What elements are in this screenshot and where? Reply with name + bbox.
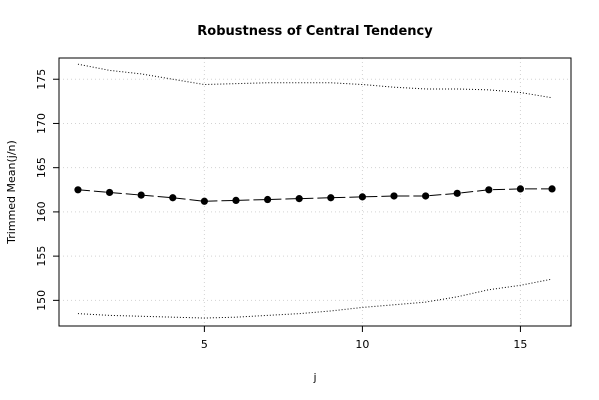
trimmed-mean-point bbox=[548, 185, 556, 193]
trimmed-mean-point bbox=[169, 194, 177, 202]
trimmed-mean-point bbox=[105, 188, 114, 197]
trimmed-mean-point bbox=[232, 196, 240, 205]
series-layer bbox=[74, 63, 556, 319]
y-tick-label: 165 bbox=[35, 157, 48, 178]
y-tick-label: 170 bbox=[35, 113, 48, 134]
lower-band-line bbox=[77, 278, 553, 319]
plot-frame bbox=[58, 57, 572, 327]
trimmed-mean-point bbox=[327, 194, 335, 202]
x-tick-label: 10 bbox=[355, 338, 369, 351]
trimmed-mean-point bbox=[200, 197, 208, 205]
x-tick-label: 5 bbox=[201, 338, 208, 351]
grid-lines bbox=[59, 58, 571, 326]
x-axis-label: j bbox=[312, 371, 316, 384]
y-tick-label: 155 bbox=[35, 246, 48, 267]
trimmed-mean-point bbox=[390, 192, 398, 200]
trimmed-mean-point bbox=[295, 195, 303, 203]
trimmed-mean-point bbox=[263, 195, 272, 204]
trimmed-mean-point bbox=[485, 186, 493, 194]
axis-ticks: 5 10 15 150 155 160 165 170 175 bbox=[35, 69, 527, 351]
x-tick-label: 15 bbox=[513, 338, 527, 351]
y-tick-label: 160 bbox=[35, 201, 48, 222]
chart-title: Robustness of Central Tendency bbox=[197, 24, 433, 39]
trimmed-mean-point bbox=[74, 186, 82, 194]
trimmed-mean-point bbox=[516, 185, 525, 193]
trimmed-mean-point bbox=[358, 193, 367, 201]
trimmed-mean-point bbox=[453, 189, 461, 197]
y-axis-label: Trimmed Mean(j/n) bbox=[5, 140, 18, 245]
y-tick-label: 175 bbox=[35, 69, 48, 90]
trimmed-mean-point bbox=[137, 191, 145, 199]
trimmed-mean-point bbox=[422, 192, 430, 200]
upper-band-line bbox=[77, 63, 553, 99]
trimmed-mean-line bbox=[77, 188, 553, 202]
y-tick-label: 150 bbox=[35, 290, 48, 311]
